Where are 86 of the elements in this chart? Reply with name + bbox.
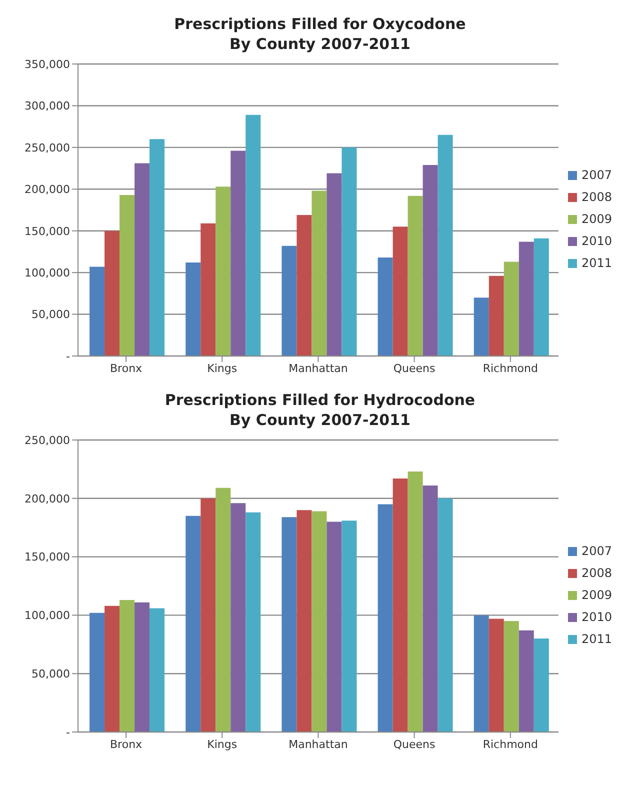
bar: [312, 511, 327, 732]
chart-title: Prescriptions Filled for Hydrocodone By County 2007-2011: [164, 390, 476, 430]
bar: [378, 258, 393, 356]
bar: [342, 520, 357, 732]
y-tick-label: 250,000: [24, 434, 70, 447]
legend-label: 2009: [581, 588, 612, 602]
bar: [90, 266, 105, 356]
y-tick-label: 300,000: [24, 100, 70, 113]
bar: [488, 618, 504, 732]
x-tick-label: Manhattan: [288, 362, 348, 375]
bar: [326, 173, 342, 356]
x-tick-label: Bronx: [110, 738, 143, 751]
y-tick-label: 150,000: [24, 550, 70, 564]
bar: [504, 262, 519, 356]
bar: [534, 238, 549, 356]
bar: [134, 602, 150, 732]
bar: [408, 472, 423, 732]
bar: [246, 512, 261, 732]
bar: [90, 612, 105, 732]
bar: [438, 498, 453, 732]
y-tick-label: 150,000: [24, 224, 70, 238]
bar: [186, 262, 201, 356]
x-tick-label: Manhattan: [288, 738, 348, 751]
y-tick-label: 50,000: [32, 668, 70, 681]
legend-label: 2009: [581, 212, 612, 226]
bar: [392, 226, 408, 356]
bar: [282, 517, 297, 732]
bar: [246, 114, 261, 356]
bar: [518, 242, 534, 356]
x-tick-label: Bronx: [110, 362, 143, 375]
legend-label: 2011: [581, 256, 612, 270]
bar: [150, 608, 165, 732]
bar: [488, 276, 504, 356]
bar: [120, 194, 135, 356]
legend-label: 2008: [581, 190, 612, 204]
legend-label: 2007: [581, 168, 612, 182]
legend-label: 2010: [581, 234, 612, 248]
y-tick-label: 100,000: [24, 266, 70, 280]
y-tick-label: 50,000: [32, 308, 70, 322]
bar: [422, 164, 438, 356]
x-tick-label: Kings: [207, 362, 238, 375]
chart-title: Prescriptions Filled for Oxycodone By County 2007-2011: [173, 14, 467, 54]
bar: [230, 503, 246, 732]
bar: [326, 522, 342, 732]
y-tick-label: 350,000: [24, 58, 70, 71]
bar: [378, 504, 393, 732]
bar: [186, 516, 201, 732]
bar: [134, 163, 150, 356]
y-tick-label: -: [66, 726, 70, 739]
bar: [104, 606, 120, 732]
legend-label: 2011: [581, 632, 612, 646]
bar: [104, 230, 120, 356]
bar: [534, 638, 549, 732]
x-tick-label: Richmond: [482, 362, 538, 375]
bar: [216, 488, 231, 732]
bar: [120, 600, 135, 732]
bar: [422, 486, 438, 732]
y-tick-label: 100,000: [24, 609, 70, 622]
bar: [200, 498, 216, 732]
bar: [474, 298, 489, 356]
bar: [282, 246, 297, 356]
bar: [296, 510, 312, 732]
bar: [504, 621, 519, 732]
bar: [392, 478, 408, 732]
bar: [296, 215, 312, 356]
bar: [474, 615, 489, 732]
x-tick-label: Richmond: [482, 738, 538, 751]
bar: [342, 147, 357, 356]
bar: [438, 134, 453, 356]
bar: [230, 150, 246, 356]
x-tick-label: Kings: [207, 738, 238, 751]
bar: [312, 190, 327, 356]
bar: [200, 223, 216, 356]
y-tick-label: 200,000: [24, 492, 70, 506]
legend-label: 2008: [581, 566, 612, 580]
bar: [150, 139, 165, 356]
x-tick-label: Queens: [393, 362, 436, 375]
legend-label: 2007: [581, 544, 612, 558]
y-tick-label: 250,000: [24, 141, 70, 154]
bar: [408, 196, 423, 356]
x-tick-label: Queens: [393, 738, 436, 751]
bar: [518, 630, 534, 732]
y-tick-label: 200,000: [24, 183, 70, 196]
legend-label: 2010: [581, 610, 612, 624]
y-tick-label: -: [66, 350, 70, 363]
bar: [216, 186, 231, 356]
